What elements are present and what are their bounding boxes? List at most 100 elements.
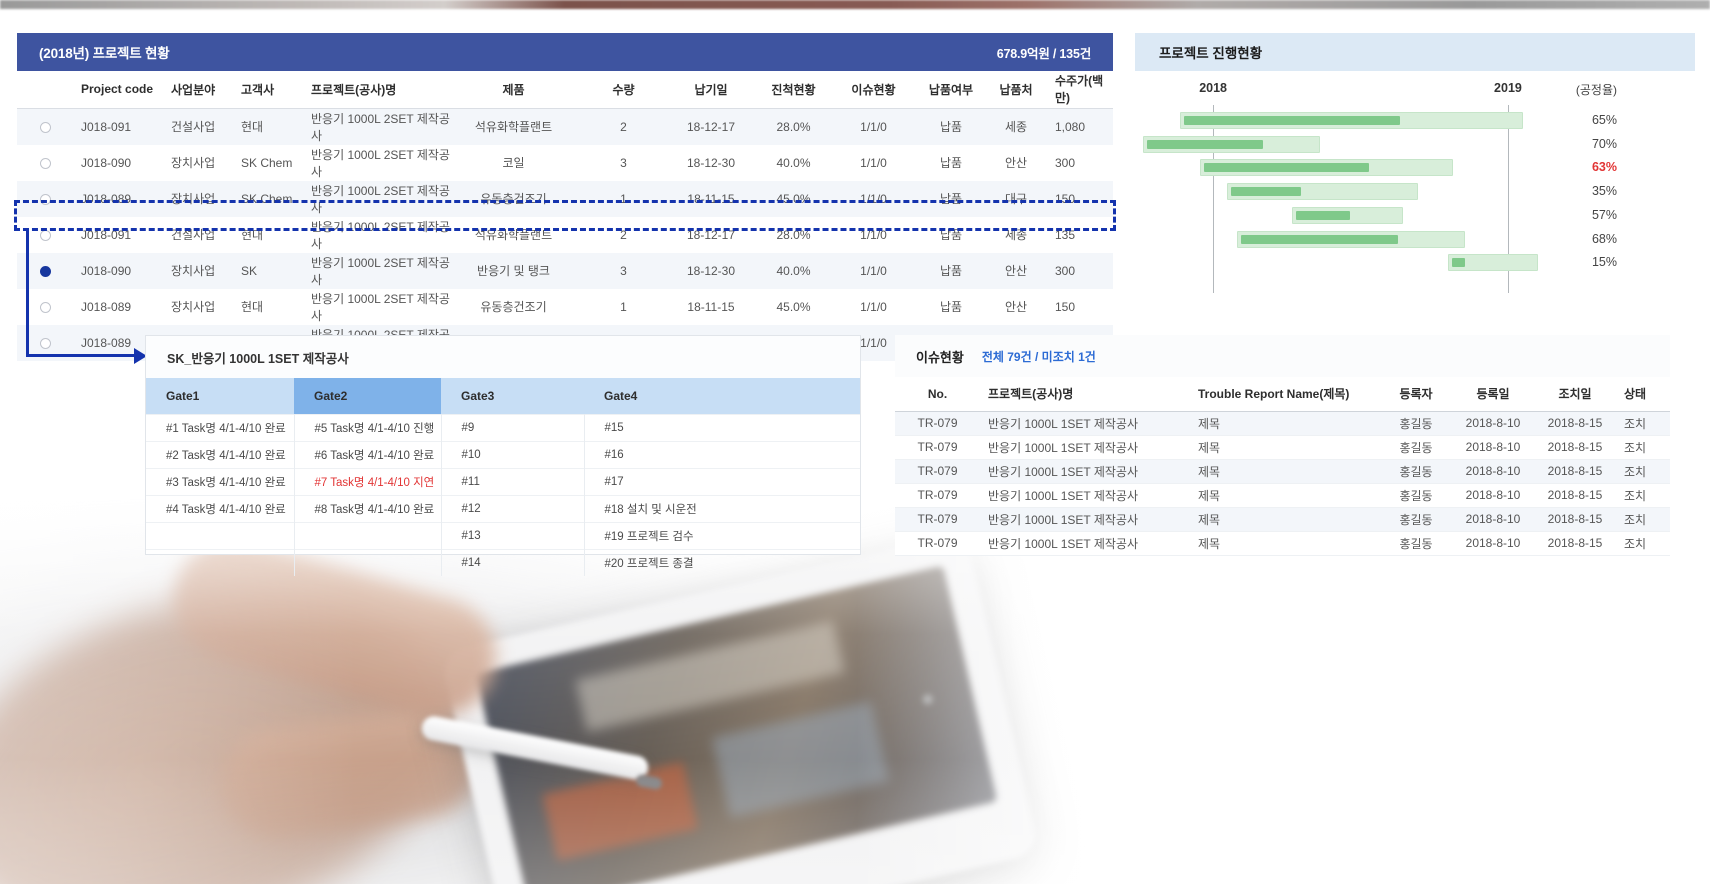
progress-panel-header: 프로젝트 진행현황 xyxy=(1135,33,1695,71)
issue-cell-reg_date: 2018-8-10 xyxy=(1452,483,1534,508)
row-radio[interactable] xyxy=(39,229,51,241)
progress-panel-title: 프로젝트 진행현황 xyxy=(1159,46,1263,61)
row-radio-selected[interactable] xyxy=(39,265,51,277)
issue-cell-action_date: 2018-8-15 xyxy=(1534,411,1616,436)
row-radio-cell xyxy=(17,289,73,325)
issue-table-row[interactable]: TR-079 반응기 1000L 1SET 제작공사 제목 홍길동 2018-8-10 2… xyxy=(895,483,1670,508)
project-cell-project: 반응기 1000L 2SET 제작공사 xyxy=(311,147,450,179)
gantt-bar-fill xyxy=(1204,163,1369,173)
gate-table-row: #13 #19 프로젝트 검수 xyxy=(146,522,860,550)
gantt-bar-fill xyxy=(1241,234,1398,244)
gate-table-row: #14 #20 프로젝트 종결 xyxy=(146,549,860,576)
project-panel-title: (2018년) 프로젝트 현황 xyxy=(39,46,170,61)
issue-cell-status: 조치 xyxy=(1616,411,1670,436)
issue-cell-title: 제목 xyxy=(1190,483,1380,508)
project-col-header: 수주가(백만) xyxy=(1041,71,1113,109)
issue-col-header: 조치일 xyxy=(1534,377,1616,412)
selected-row-outline xyxy=(14,200,1116,231)
project-cell-code: J018-091 xyxy=(81,227,132,242)
issue-table-row[interactable]: TR-079 반응기 1000L 1SET 제작공사 제목 홍길동 2018-8-10 2… xyxy=(895,507,1670,532)
issue-table-row[interactable]: TR-079 반응기 1000L 1SET 제작공사 제목 홍길동 2018-8-10 2… xyxy=(895,531,1670,556)
issue-cell-project: 반응기 1000L 1SET 제작공사 xyxy=(980,531,1190,556)
project-cell-amount: 1,080 xyxy=(1055,119,1086,134)
gate-task-cell: #9 xyxy=(441,414,585,442)
project-table-row[interactable]: J018-090 장치사업 SK Chem 반응기 1000L 2SET 제작공사 코일… xyxy=(17,145,1113,181)
gate-task-cell: #7 Task명 4/1-4/10 지연 xyxy=(294,468,442,496)
issue-cell-no: TR-079 xyxy=(895,507,980,532)
gate-tab-gate1[interactable]: Gate1 xyxy=(146,378,294,415)
gate-task-cell: #10 xyxy=(441,441,585,469)
gate-tab-gate3[interactable]: Gate3 xyxy=(441,378,584,415)
gate-task-cell: #13 xyxy=(441,522,585,550)
project-cell-amount: 150 xyxy=(1055,299,1076,314)
gate-tab-gate4[interactable]: Gate4 xyxy=(584,378,860,415)
issue-col-header: Trouble Report Name(제목) xyxy=(1190,377,1380,412)
row-radio-cell xyxy=(17,253,73,289)
issue-cell-title: 제목 xyxy=(1190,507,1380,532)
issue-col-header: 등록일 xyxy=(1452,377,1534,412)
project-cell-product: 석유화학플랜트 xyxy=(474,228,553,242)
project-cell-due: 18-12-17 xyxy=(686,119,736,134)
project-cell-code: J018-090 xyxy=(81,155,132,170)
gantt-progress-label: 70% xyxy=(1591,136,1617,151)
project-cell-progress: 40.0% xyxy=(776,155,811,170)
gate-tab-gate2[interactable]: Gate2 xyxy=(294,378,441,415)
issue-cell-registrant: 홍길동 xyxy=(1380,507,1452,532)
gantt-unit-label: (공정율) xyxy=(1575,83,1617,97)
project-table-row[interactable]: J018-090 장치사업 SK 반응기 1000L 2SET 제작공사 반응기 및 탱… xyxy=(17,252,1113,289)
gantt-bar-track xyxy=(1200,159,1453,177)
gantt-bar-track xyxy=(1226,183,1419,201)
connector-arrowhead-icon xyxy=(134,348,147,364)
row-radio-cell xyxy=(17,181,73,217)
project-cell-customer: SK Chem xyxy=(241,155,293,170)
issue-status-panel: 이슈현황 전체 79건 / 미조치 1건 No. 프로젝트(공사)명 Trouble… xyxy=(895,335,1670,556)
gate-task-cell xyxy=(146,549,295,576)
issue-cell-project: 반응기 1000L 1SET 제작공사 xyxy=(980,411,1190,436)
gantt-progress-label: 65% xyxy=(1591,113,1617,127)
project-cell-division: 장치사업 xyxy=(171,156,216,170)
project-col-header: Project code xyxy=(73,71,163,109)
background-photo-edge xyxy=(0,0,1710,9)
issue-table-row[interactable]: TR-079 반응기 1000L 1SET 제작공사 제목 홍길동 2018-8-10 2… xyxy=(895,435,1670,460)
issue-cell-reg_date: 2018-8-10 xyxy=(1452,459,1534,484)
issue-cell-action_date: 2018-8-15 xyxy=(1534,531,1616,556)
row-radio[interactable] xyxy=(39,157,51,169)
gantt-progress-label: 63% xyxy=(1591,160,1617,175)
gantt-gridline-2019 xyxy=(1507,105,1509,293)
issue-panel-summary[interactable]: 전체 79건 / 미조치 1건 xyxy=(981,349,1096,364)
row-radio[interactable] xyxy=(39,121,51,133)
project-cell-issue: 1/1/0 xyxy=(860,155,887,170)
row-radio[interactable] xyxy=(39,301,51,313)
project-cell-delivery: 납품 xyxy=(939,156,963,170)
gate-task-cell: #8 Task명 4/1-4/10 완료 xyxy=(294,495,442,523)
gantt-year-label-2018: 2018 xyxy=(1199,81,1228,95)
gate-panel-title: SK_반응기 1000L 1SET 제작공사 xyxy=(146,336,860,378)
project-cell-due: 18-12-30 xyxy=(686,155,736,170)
issue-cell-reg_date: 2018-8-10 xyxy=(1452,507,1534,532)
gate-task-cell: #16 xyxy=(584,441,860,469)
project-table-row[interactable]: J018-089 장치사업 현대 반응기 1000L 2SET 제작공사 유동층건조기 1… xyxy=(17,289,1113,325)
gate-detail-panel: SK_반응기 1000L 1SET 제작공사 Gate1 Gate2 Gate3 Ga… xyxy=(145,335,861,576)
gantt-year-label-2019: 2019 xyxy=(1494,81,1522,95)
gate-table: Gate1 Gate2 Gate3 Gate4 #1 Task명 4/1-4/10 완… xyxy=(146,378,860,576)
project-col-radio-header xyxy=(17,71,73,109)
row-radio[interactable] xyxy=(39,193,51,205)
project-cell-issue: 1/1/0 xyxy=(860,227,887,242)
issue-table-row[interactable]: TR-079 반응기 1000L 1SET 제작공사 제목 홍길동 2018-8-10 2… xyxy=(895,411,1670,436)
project-table-row[interactable]: J018-091 건설사업 현대 반응기 1000L 2SET 제작공사 석유화학플랜트… xyxy=(17,108,1113,145)
project-cell-delivery: 납품 xyxy=(939,300,963,314)
issue-cell-status: 조치 xyxy=(1616,459,1670,484)
project-cell-progress: 45.0% xyxy=(776,299,811,314)
gate-task-cell: #14 xyxy=(441,549,585,576)
project-cell-qty: 2 xyxy=(620,119,627,134)
project-cell-dest: 세종 xyxy=(1004,228,1028,242)
issue-cell-no: TR-079 xyxy=(895,435,980,460)
issue-panel-title: 이슈현황 xyxy=(916,349,964,365)
issue-cell-action_date: 2018-8-15 xyxy=(1534,459,1616,484)
issue-cell-reg_date: 2018-8-10 xyxy=(1452,435,1534,460)
issue-table-row[interactable]: TR-079 반응기 1000L 1SET 제작공사 제목 홍길동 2018-8-10 2… xyxy=(895,459,1670,484)
gate-task-cell xyxy=(294,549,442,576)
row-radio[interactable] xyxy=(39,337,51,349)
project-cell-issue: 1/1/0 xyxy=(860,335,887,350)
project-col-header: 납품여부 xyxy=(911,71,991,109)
